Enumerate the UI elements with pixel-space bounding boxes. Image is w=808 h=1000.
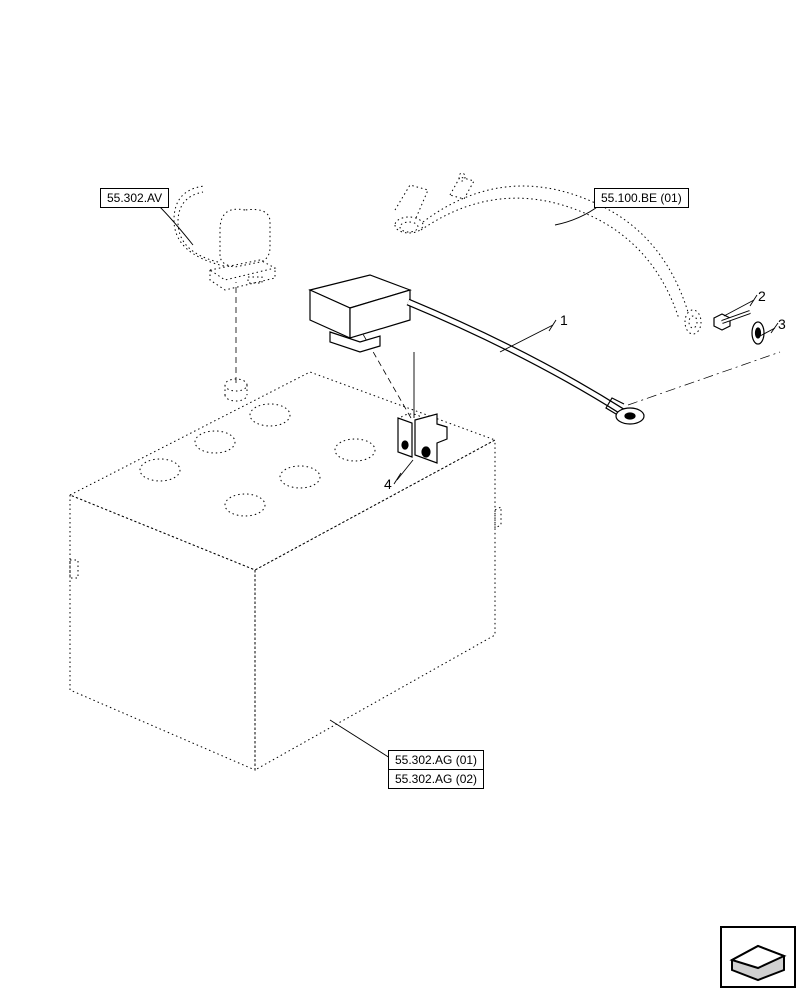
label-55-302-ag-stack: 55.302.AG (01) 55.302.AG (02) (388, 750, 484, 788)
battery-terminals (225, 379, 422, 436)
label-ag-01: 55.302.AG (01) (388, 750, 484, 770)
clip-part-4 (398, 414, 447, 463)
assembly-axis-right (628, 352, 780, 405)
label-ag-02: 55.302.AG (02) (388, 769, 484, 789)
label-55-100-be: 55.100.BE (01) (594, 188, 689, 208)
washer-part-3 (752, 322, 764, 344)
label-55-302-av: 55.302.AV (100, 188, 169, 208)
cable-part-1 (310, 275, 644, 424)
callout-2: 2 (758, 288, 766, 304)
terminal-cover-av (174, 186, 275, 290)
label-be-text: 55.100.BE (01) (601, 191, 682, 205)
leader-av (158, 205, 193, 245)
diagram-canvas (0, 0, 808, 1000)
callout-1: 1 (560, 312, 568, 328)
callout-3: 3 (778, 316, 786, 332)
callout-4: 4 (384, 476, 392, 492)
bolt-part-2 (714, 312, 750, 330)
label-av-text: 55.302.AV (107, 191, 162, 205)
leader-be (555, 205, 600, 225)
battery-caps (140, 404, 375, 516)
nav-back-icon[interactable] (720, 926, 796, 988)
leader-ag (330, 720, 390, 758)
